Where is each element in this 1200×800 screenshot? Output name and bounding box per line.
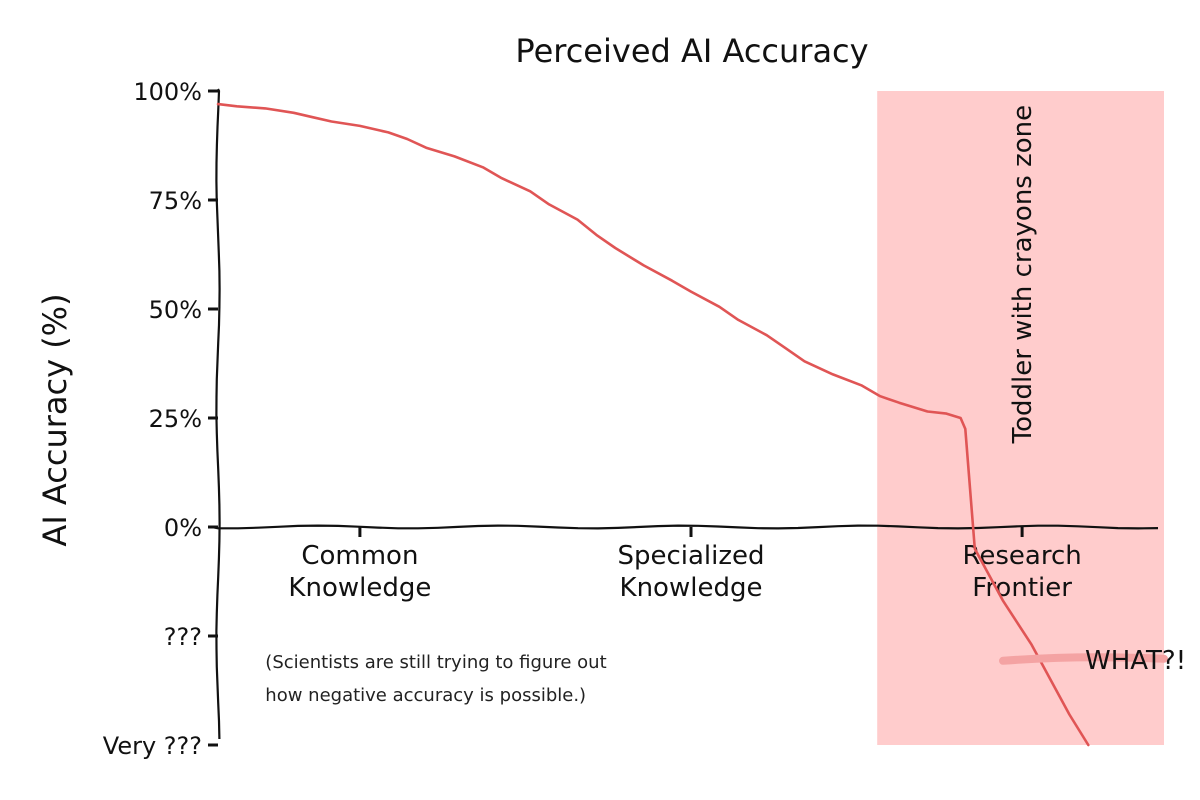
y-tick-label: 50% (149, 296, 202, 324)
y-tick-label: 75% (149, 187, 202, 215)
callout-stroke (999, 653, 1168, 665)
callout-text: WHAT?! (1085, 646, 1186, 676)
x-tick-label: Common (301, 541, 418, 571)
y-tick-label: Very ??? (103, 732, 202, 760)
plot-area: 100%75%50%25%0%???Very ???CommonKnowledg… (103, 78, 1186, 760)
series-line (216, 102, 1090, 747)
x-tick-label: Specialized (617, 541, 764, 571)
y-axis-label: AI Accuracy (%) (36, 293, 74, 546)
y-tick-label: 100% (133, 78, 202, 106)
x-tick-label: Research (962, 541, 1081, 571)
annotation-text: how negative accuracy is possible.) (265, 685, 586, 706)
x-tick-label: Knowledge (288, 573, 431, 603)
zone-label: Toddler with crayons zone (1008, 105, 1038, 445)
x-axis-line (211, 524, 1159, 530)
annotation-text: (Scientists are still trying to figure o… (265, 652, 606, 673)
y-tick-label: 25% (149, 405, 202, 433)
chart-title: Perceived AI Accuracy (515, 32, 868, 70)
y-tick-label: ??? (164, 623, 202, 651)
y-axis-line (215, 88, 221, 740)
y-tick-label: 0% (164, 514, 202, 542)
shaded-zone (877, 91, 1164, 745)
x-tick-label: Knowledge (620, 573, 763, 603)
x-tick-label: Frontier (972, 573, 1072, 603)
